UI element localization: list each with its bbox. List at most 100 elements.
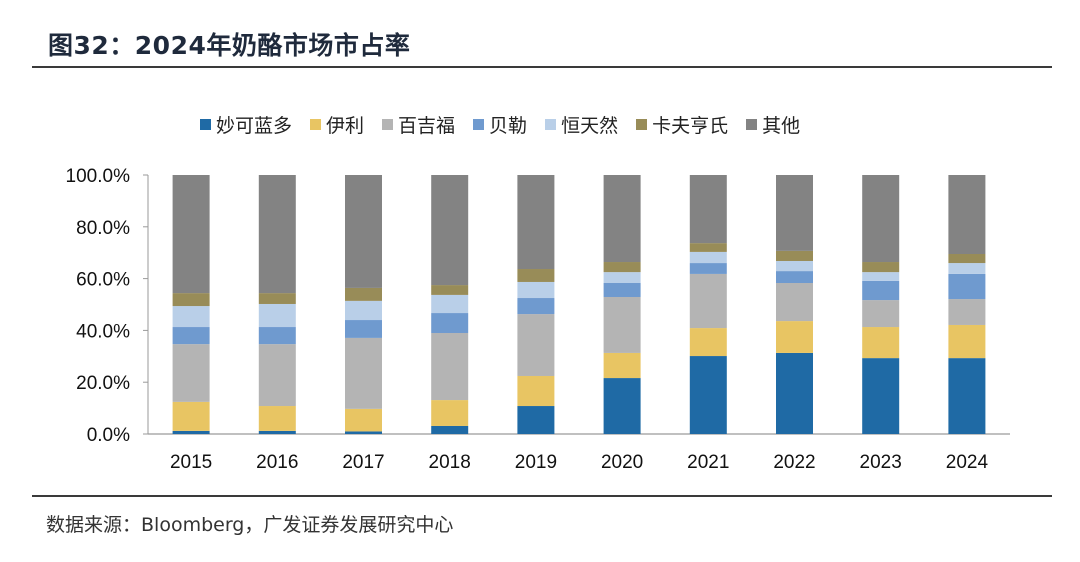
bar-segment [862, 300, 900, 328]
bar-segment [603, 352, 641, 379]
bar-segment [258, 430, 296, 434]
y-tick-label: 100.0% [66, 166, 131, 187]
bar-segment [776, 271, 813, 284]
bar-segment [862, 262, 900, 273]
bar-segment [862, 327, 900, 359]
y-tick-label: 0.0% [87, 425, 130, 446]
x-tick-label: 2024 [946, 452, 989, 473]
bar-segment [431, 400, 469, 426]
bar-segment [603, 272, 641, 284]
legend-label: 百吉福 [398, 115, 456, 137]
bar-segment [345, 337, 382, 409]
legend-label: 其他 [762, 115, 801, 137]
legend-swatch [636, 119, 648, 130]
page-title: 图32：2024年奶酪市场市占率 [48, 31, 411, 60]
legend-label: 伊利 [326, 115, 365, 137]
bar-segment [172, 344, 210, 402]
bar-segment [258, 303, 296, 328]
legend-item: 妙可蓝多 [200, 111, 292, 138]
bar-segment [689, 356, 727, 434]
legend-swatch [310, 119, 322, 130]
x-tick-label: 2019 [515, 452, 557, 473]
bar-segment [431, 425, 469, 434]
bar-segment [345, 175, 382, 288]
x-tick-label: 2018 [429, 452, 471, 473]
legend-label: 贝勒 [489, 115, 528, 137]
y-tick-label: 40.0% [76, 321, 130, 342]
bar-segment [603, 283, 641, 297]
bar-segment [258, 344, 296, 407]
bar-segment [172, 175, 210, 294]
bar-segment [258, 175, 296, 294]
bar-segment [431, 175, 469, 286]
bar-segment [172, 327, 210, 345]
bar-segment [517, 375, 555, 407]
bar-segment [172, 430, 210, 434]
bar-segment [948, 324, 986, 359]
bar-segment [431, 332, 469, 401]
bar-segment [948, 175, 986, 254]
bar-segment [517, 406, 555, 434]
bar-segment [345, 408, 382, 432]
bar-segment [431, 294, 469, 314]
x-tick-label: 2021 [687, 452, 729, 473]
bar-segment [517, 314, 555, 376]
data-source-note: 数据来源：Bloomberg，广发证券发展研究中心 [46, 514, 454, 536]
bar-segment [517, 269, 555, 282]
bar-segment [258, 293, 296, 304]
bar-segment [862, 358, 900, 434]
legend-item: 恒天然 [545, 111, 618, 138]
legend-item: 百吉福 [382, 111, 455, 138]
bar-segment [948, 273, 986, 300]
bar-segment [603, 175, 641, 263]
bar-segment [345, 300, 382, 321]
x-tick-label: 2017 [342, 452, 384, 473]
bar-segment [689, 273, 727, 329]
x-tick-label: 2023 [860, 452, 902, 473]
bar-segment [603, 262, 641, 273]
bar-segment [862, 175, 900, 263]
bar-segment [345, 320, 382, 338]
legend-item: 其他 [746, 111, 800, 138]
bar-segment [345, 431, 382, 434]
bar-segment [689, 175, 727, 244]
bar-segment [776, 250, 813, 261]
title-divider [32, 66, 1052, 68]
legend-label: 妙可蓝多 [216, 115, 293, 137]
bar-segment [689, 243, 727, 252]
legend-swatch [545, 119, 557, 130]
y-tick-label: 80.0% [76, 218, 130, 239]
legend-item: 伊利 [310, 111, 364, 138]
bar-segment [172, 306, 210, 328]
x-tick-label: 2022 [773, 452, 815, 473]
stacked-bar-chart: 0.0% 20.0% 40.0% 60.0% 80.0% 100.0% 2015 2016 20… [66, 166, 1010, 473]
legend-label: 卡夫亨氏 [652, 115, 729, 137]
y-tick-label: 60.0% [76, 270, 130, 291]
bar-segment [517, 175, 555, 270]
y-tick-label: 20.0% [76, 373, 130, 394]
bar-segment [862, 272, 900, 281]
bar-segment [948, 299, 986, 325]
bar-segment [258, 406, 296, 431]
bar-segment [776, 283, 813, 322]
bar-segment [689, 251, 727, 264]
bar-segment [948, 263, 986, 274]
bar-segment [948, 358, 986, 434]
x-tick-label: 2015 [170, 452, 212, 473]
bar-segment [172, 293, 210, 307]
bar-segment [776, 175, 813, 251]
bar-segment [603, 378, 641, 434]
bar-segment [172, 401, 210, 431]
bar-segment [345, 287, 382, 301]
footer-divider [32, 495, 1052, 497]
bar-segment [689, 263, 727, 274]
legend-swatch [200, 119, 211, 130]
bar-segment [431, 285, 469, 295]
legend-item: 贝勒 [473, 111, 527, 138]
bar-segment [258, 327, 296, 345]
bar-segment [517, 298, 555, 315]
bar-segment [862, 280, 900, 301]
legend-label: 恒天然 [561, 115, 619, 137]
x-tick-label: 2016 [256, 452, 298, 473]
bar-segment [776, 321, 813, 353]
